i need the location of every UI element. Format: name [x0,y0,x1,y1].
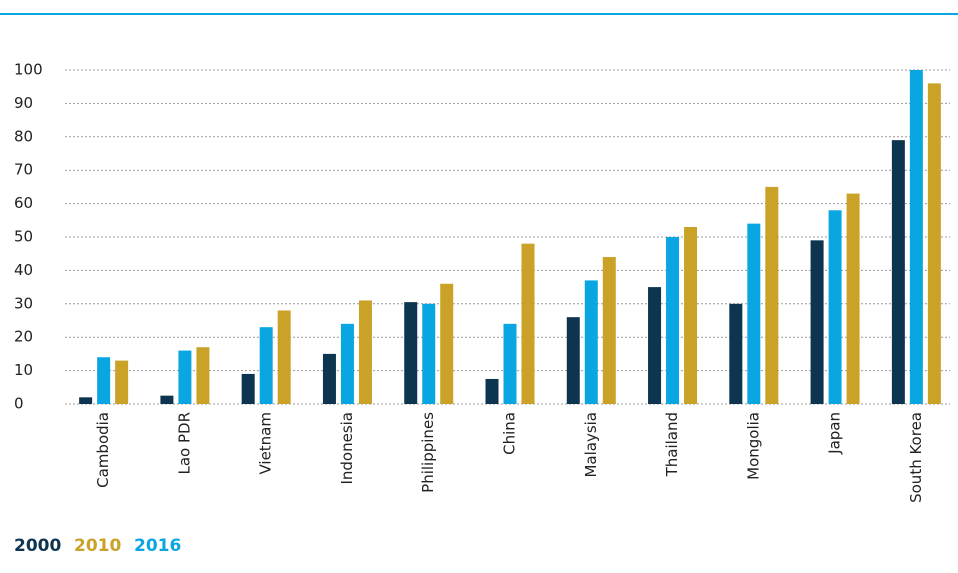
y-tick-label: 50 [14,228,33,246]
bar [648,287,662,404]
x-tick-label: Malaysia [582,412,600,478]
bar [440,283,454,404]
x-tick-label: Philippines [419,412,437,493]
x-tick-label: Indonesia [338,412,356,485]
bar [666,237,680,404]
bar [566,317,580,404]
y-tick-label: 10 [14,361,33,379]
y-tick-label: 100 [14,61,43,79]
bar [160,395,174,404]
bar [747,223,761,404]
bar [891,140,905,404]
bar [97,357,111,404]
legend-label: 2000 [14,536,61,556]
bar [584,280,598,404]
y-tick-label: 80 [14,127,33,145]
bar [828,210,842,404]
x-tick-label: Japan [826,412,844,455]
y-tick-label: 60 [14,194,33,212]
bar [503,323,517,404]
bar [358,300,372,404]
bar [422,303,436,404]
bar [927,83,941,405]
x-tick-label: Thailand [663,412,681,477]
y-tick-label: 70 [14,161,33,179]
bar [404,302,418,404]
bar [259,327,273,404]
bar [846,193,860,404]
bar [241,373,255,404]
y-tick-label: 40 [14,261,33,279]
bar [485,378,499,404]
bar [196,347,210,404]
bar [729,303,743,404]
x-tick-label: Cambodia [94,412,112,488]
y-tick-label: 0 [14,395,24,413]
y-tick-label: 20 [14,328,33,346]
bar [178,350,192,404]
legend-label: 2016 [134,536,181,556]
bar [340,323,354,404]
bar [684,226,698,404]
y-tick-label: 90 [14,94,33,112]
x-tick-label: China [501,412,519,455]
bar [115,360,129,404]
legend-label: 2010 [74,536,121,556]
bar [909,70,923,404]
x-tick-label: Lao PDR [175,412,193,475]
x-tick-label: South Korea [907,412,925,503]
bar [602,257,616,404]
bar [322,353,336,404]
bar [521,243,535,404]
bar [79,397,93,404]
x-tick-label: Mongolia [744,412,762,480]
y-tick-label: 30 [14,294,33,312]
bar [765,186,779,404]
bar [810,240,824,404]
x-tick-label: Vietnam [257,412,275,475]
bar [277,310,291,404]
